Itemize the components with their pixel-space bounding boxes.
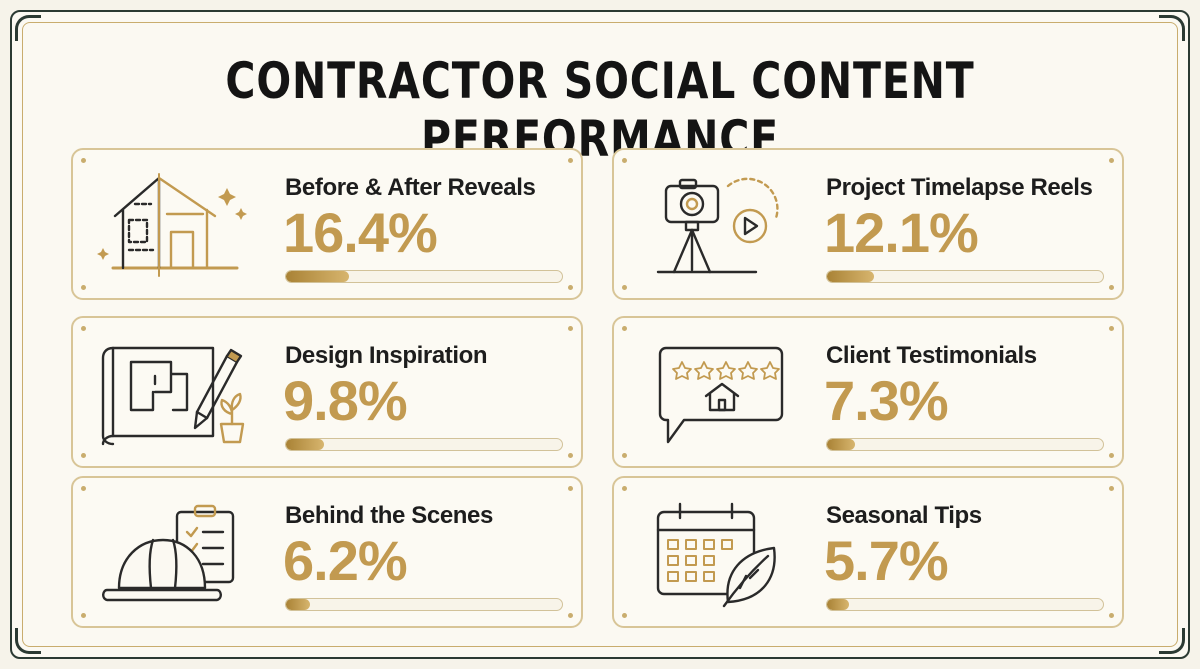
corner-ornament <box>15 628 41 654</box>
corner-ornament <box>1159 15 1185 41</box>
metric-card-before-after: Before & After Reveals 16.4% <box>71 148 583 300</box>
inner-frame <box>22 22 1178 647</box>
camera-tripod-icon <box>636 164 806 284</box>
corner-ornament <box>15 15 41 41</box>
calendar-leaf-icon <box>636 492 806 612</box>
metric-label: Client Testimonials <box>826 342 1037 369</box>
progress-track <box>285 598 563 611</box>
metric-value: 6.2% <box>283 529 408 592</box>
metric-label: Seasonal Tips <box>826 502 982 529</box>
metric-card-testimonials: Client Testimonials 7.3% <box>612 316 1124 468</box>
progress-track <box>285 270 563 283</box>
progress-track <box>826 598 1104 611</box>
progress-track <box>826 438 1104 451</box>
metric-card-timelapse: Project Timelapse Reels 12.1% <box>612 148 1124 300</box>
page-title: CONTRACTOR SOCIAL CONTENT PERFORMANCE <box>225 52 975 168</box>
metric-card-behind-scenes: Behind the Scenes 6.2% <box>71 476 583 628</box>
metric-label: Design Inspiration <box>285 342 488 369</box>
progress-track <box>826 270 1104 283</box>
blueprint-pencil-icon <box>95 332 265 452</box>
progress-fill <box>286 439 324 450</box>
hardhat-clipboard-icon <box>95 492 265 612</box>
metric-label: Behind the Scenes <box>285 502 493 529</box>
metric-card-seasonal-tips: Seasonal Tips 5.7% <box>612 476 1124 628</box>
review-bubble-icon <box>636 332 806 452</box>
house-renovation-icon <box>95 164 265 284</box>
metric-value: 7.3% <box>824 369 949 432</box>
progress-fill <box>827 599 850 610</box>
progress-fill <box>286 599 310 610</box>
metric-label: Before & After Reveals <box>285 174 536 201</box>
progress-fill <box>827 439 856 450</box>
metric-label: Project Timelapse Reels <box>826 174 1093 201</box>
progress-fill <box>286 271 350 282</box>
metric-value: 12.1% <box>824 201 979 264</box>
metric-value: 5.7% <box>824 529 949 592</box>
metric-value: 9.8% <box>283 369 408 432</box>
metric-value: 16.4% <box>283 201 438 264</box>
corner-ornament <box>1159 628 1185 654</box>
progress-fill <box>827 271 874 282</box>
metric-card-design-inspiration: Design Inspiration 9.8% <box>71 316 583 468</box>
progress-track <box>285 438 563 451</box>
